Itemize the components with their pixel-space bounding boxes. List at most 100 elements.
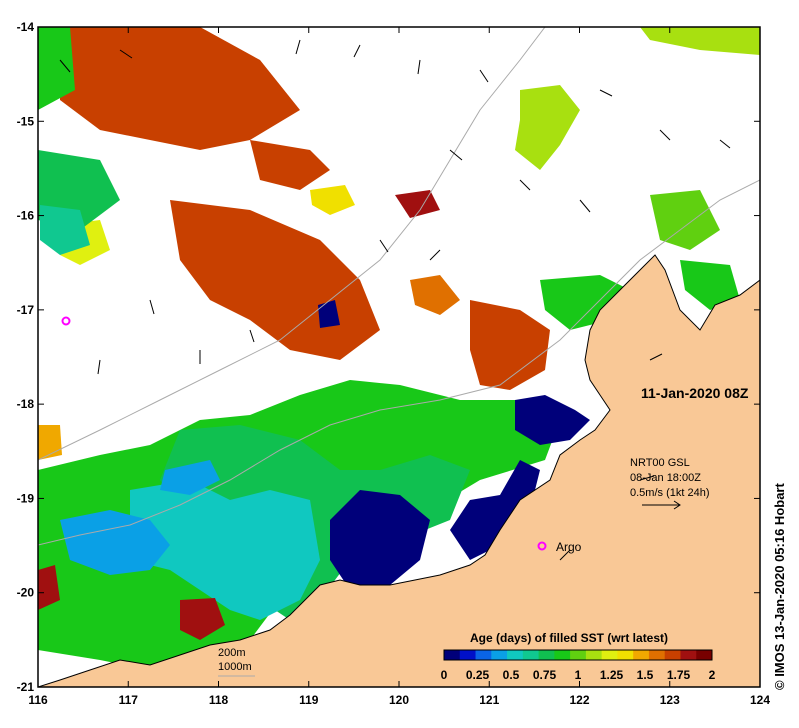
lat-tick-label: -19: [17, 491, 35, 505]
lat-tick-label: -21: [17, 680, 35, 694]
colorbar-swatch: [507, 650, 524, 660]
current-arrow: [59, 59, 71, 73]
current-arrow: [249, 329, 255, 343]
lat-tick-label: -15: [17, 114, 35, 128]
argo-float-marker[interactable]: [537, 541, 547, 551]
colorbar-swatch: [696, 650, 713, 660]
current-arrow: [417, 59, 421, 75]
current-arrow: [559, 549, 571, 561]
colorbar-tick-label: 0.75: [533, 668, 557, 682]
colorbar-swatch: [554, 650, 571, 660]
colorbar-swatch: [475, 650, 492, 660]
colorbar-swatch: [664, 650, 681, 660]
current-arrow: [719, 139, 731, 149]
colorbar-ticks: 0 0.25 0.5 0.75 1 1.25 1.5 1.75 2: [441, 668, 716, 682]
current-arrow: [649, 353, 663, 361]
sst-patch-green-ne-2: [680, 260, 740, 310]
current-arrow: [479, 69, 489, 83]
colorbar-tick-label: 0.5: [503, 668, 520, 682]
colorbar-swatch: [570, 650, 587, 660]
isobath-1000m-label: 1000m: [218, 661, 252, 673]
current-arrow: [639, 475, 655, 481]
colorbar-swatch: [617, 650, 634, 660]
colorbar-swatch: [459, 650, 477, 660]
sst-patch-teal: [130, 480, 320, 620]
sst-patch-darkred-1: [180, 598, 225, 640]
current-arrow: [599, 89, 613, 97]
lon-tick-label: 124: [750, 693, 770, 707]
current-vectors: [59, 39, 731, 561]
sst-patch-lightblue-2: [160, 460, 220, 495]
current-arrow: [119, 49, 133, 59]
current-arrow: [449, 149, 463, 161]
sst-patch-teal-west: [40, 205, 90, 255]
current-arrow: [353, 44, 361, 58]
australia-land: [38, 254, 760, 687]
colorbar-swatch: [680, 650, 697, 660]
colorbar-tick-label: 1.25: [600, 668, 624, 682]
colorbar-tick-label: 1.5: [637, 668, 654, 682]
current-arrow: [579, 199, 591, 213]
lat-tick-label: -14: [17, 20, 35, 34]
sst-patch-green-nw: [38, 27, 75, 110]
sst-patch-navy-coast-2: [450, 460, 540, 560]
isobath-200m-line: [38, 179, 760, 546]
sst-patch-navy-coast: [330, 490, 430, 590]
colorbar-swatch: [585, 650, 603, 660]
colorbar-tick-label: 1.75: [667, 668, 691, 682]
lon-tick-label: 116: [28, 693, 48, 707]
colorbar-swatch: [522, 650, 540, 660]
lat-tick-label: -20: [17, 586, 35, 600]
current-arrow: [149, 299, 155, 315]
colorbar-tick-label: 1: [575, 668, 582, 682]
isobath-lines: [38, 27, 760, 546]
sst-patch-yellow: [310, 185, 355, 215]
sst-patch-navy-broome: [515, 395, 590, 445]
sst-patch-orange: [410, 275, 460, 315]
colorbar-tick-label: 0.25: [466, 668, 490, 682]
argo-label: Argo: [556, 540, 582, 554]
lon-tick-label: 117: [119, 693, 139, 707]
sst-patch-lime-right: [650, 190, 720, 250]
sst-patch-darkgreen: [160, 425, 470, 620]
colorbar-outline: [443, 649, 713, 661]
current-arrow: [379, 239, 389, 253]
lon-tick-label: 121: [479, 693, 499, 707]
vector-info-line3: 0.5m/s (1kt 24h): [630, 487, 709, 499]
imos-credit: © IMOS 13-Jan-2020 05:16 Hobart: [772, 483, 787, 690]
lon-tick-label: 122: [569, 693, 589, 707]
vector-info-line2: 08-Jan 18:00Z: [630, 472, 701, 484]
argo-float-marker-west[interactable]: [61, 316, 71, 326]
current-arrow: [519, 179, 531, 191]
sst-patch-brown-north: [60, 27, 300, 150]
vector-scale-arrow: [642, 500, 681, 510]
current-arrow: [429, 249, 441, 261]
colorbar-swatch: [633, 650, 650, 660]
colorbar-swatch: [648, 650, 666, 660]
lat-tick-label: -16: [17, 209, 35, 223]
colorbar-swatch: [601, 650, 618, 660]
colorbar-swatch: [444, 650, 461, 660]
current-arrow: [295, 39, 301, 55]
colorbar: [444, 650, 713, 660]
current-arrow: [97, 359, 101, 375]
isobath-200m-label: 200m: [218, 647, 246, 659]
lon-tick-label: 119: [299, 693, 319, 707]
colorbar-swatch: [538, 650, 555, 660]
sst-patch-lime-top: [640, 27, 760, 55]
sst-patch-orange-west: [38, 425, 62, 460]
lon-tick-label: 118: [209, 693, 229, 707]
colorbar-title: Age (days) of filled SST (wrt latest): [470, 631, 668, 645]
sst-patch-darkred-2: [38, 565, 60, 610]
sst-patch-lime-ne: [515, 85, 580, 170]
colorbar-tick-label: 2: [709, 668, 716, 682]
lon-tick-label: 120: [389, 693, 409, 707]
longitude-axis: 116 117 118 119 120 121 122 123 124: [28, 27, 770, 707]
map-timestamp: 11-Jan-2020 08Z: [641, 385, 749, 401]
sst-patch-navy-small: [318, 300, 340, 328]
sst-patch-brown-east: [470, 300, 550, 390]
sst-patch-brown-mid: [250, 140, 330, 190]
sst-patch-lightblue: [60, 510, 170, 575]
lon-tick-label: 123: [660, 693, 680, 707]
